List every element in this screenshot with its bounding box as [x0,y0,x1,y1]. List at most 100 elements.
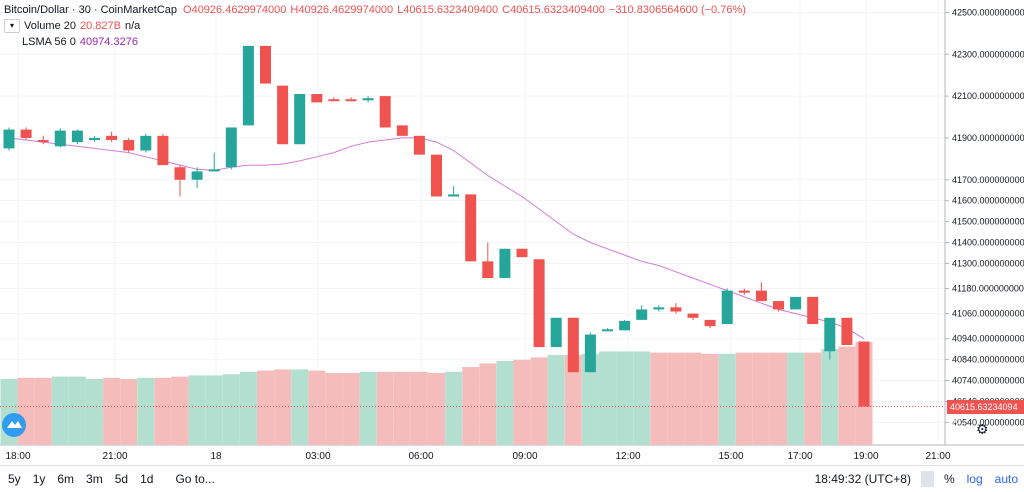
candle-body [311,94,323,103]
candle-body [738,290,750,293]
y-tick-label: 41060.0000000000 [952,309,1024,319]
last-price-label: 40615.63234094​00 [947,399,1024,426]
volume-bar [804,352,822,445]
volume-bar [342,373,360,445]
clock-time[interactable]: 18:49:32 (UTC+8) [814,472,911,486]
volume-na: n/a [124,20,141,32]
candle-body [448,194,460,197]
volume-bar [462,367,480,445]
range-1d[interactable]: 1d [140,472,154,486]
volume-bar [257,370,274,445]
volume-bar [359,371,377,445]
candle-body [225,127,237,168]
candle-body [721,290,733,325]
volume-bar [393,371,411,445]
volume-bar [633,351,651,445]
candle-body [191,171,203,180]
range-5d[interactable]: 5d [114,472,129,486]
logo-mark [7,421,22,428]
candle-body [123,140,135,151]
collapse-icon[interactable]: ▾ [4,19,20,33]
volume-bar [86,379,103,445]
candle-body [242,45,254,126]
candle-body [636,309,648,320]
lsma-label[interactable]: LSMA 56 0 [22,36,76,48]
candle-body [260,45,271,84]
volume-bar [410,371,428,445]
volume-bar [274,369,292,445]
price-chart[interactable]: 42500.0000000000 42300.0000000000 42100.00… [0,0,1024,465]
candle-body [71,130,83,143]
candle-body [37,140,49,143]
candle-body [328,99,340,102]
y-tick-label: 40540.0000000000 [952,417,1024,427]
volume-bar [68,376,86,445]
range-6m[interactable]: 6m [57,472,75,486]
candle-body [841,317,853,345]
volume-bar [428,373,445,445]
auto-toggle[interactable]: auto [994,472,1018,486]
volume-bar [547,355,565,445]
volume-bar [735,352,753,445]
candle-body [602,329,613,332]
y-tick-label: 41900.0000000000 [952,133,1024,143]
volume-legend-row: ▾ Volume 20 20.827B n/a [4,18,746,34]
x-tick-label: 19:00 [853,451,878,462]
candle-body [516,248,528,258]
ohlc-low: L40615.6323409400 [397,4,499,16]
volume-bar [479,363,497,445]
range-5y[interactable]: 5y [8,472,21,486]
candle-body [482,261,494,279]
candle-body [431,154,442,197]
candle-body [533,259,545,348]
volume-bar [770,352,787,445]
percent-toggle[interactable]: % [943,472,955,486]
volume-bar [838,346,856,445]
log-toggle[interactable]: log [966,472,983,486]
candle-body [790,296,802,310]
volume-bar [222,374,240,445]
x-tick-label: 06:00 [408,451,433,462]
candle-body [653,307,665,310]
candle-body [277,85,289,145]
y-tick-label: 40840.0000000000 [952,355,1024,365]
y-tick-label: 41180.0000000000 [952,284,1024,294]
y-tick-label: 42500.0000000000 [952,7,1024,17]
lsma-line [8,137,865,340]
candle-body [379,96,391,128]
volume-bar [530,357,548,445]
range-3m[interactable]: 3m [86,472,103,486]
volume-bar [701,353,719,445]
range-1y[interactable]: 1y [32,472,46,486]
x-tick-label: 15:00 [718,451,743,462]
legend-main-row: Bitcoin/Dollar · 30 · CoinMarketCap O409… [4,2,746,18]
volume-bar [137,377,155,445]
y-tick-label: 40740.0000000000 [952,376,1024,386]
x-tick-label: 18:00 [5,451,30,462]
y-tick-label: 41600.0000000000 [952,196,1024,206]
candle-body [670,307,682,312]
candle-body [174,167,186,180]
candle-body [499,248,511,279]
x-tick-label: 12:00 [615,451,640,462]
volume-bar [239,371,257,445]
candle-body [824,317,836,352]
volume-bar [787,352,805,445]
symbol-title[interactable]: Bitcoin/Dollar · 30 · CoinMarketCap [4,4,178,16]
candle-body [773,301,784,310]
volume-bar [821,349,839,445]
volume-bar [205,375,223,445]
candle-body [704,319,716,327]
x-tick-label: 21:00 [925,451,950,462]
gear-icon[interactable]: ⚙ [976,421,989,437]
volume-bar [103,377,121,445]
candle-body [294,94,306,145]
candle-body [755,290,767,302]
goto-button[interactable]: Go to... [175,472,215,486]
bottom-right-controls: 18:49:32 (UTC+8) % log auto [809,466,1024,492]
y-tick-label: 41400.0000000000 [952,238,1024,248]
candle-body [157,135,169,166]
volume-label[interactable]: Volume 20 [24,20,76,32]
volume-bar [325,373,343,445]
volume-bar [445,371,463,445]
